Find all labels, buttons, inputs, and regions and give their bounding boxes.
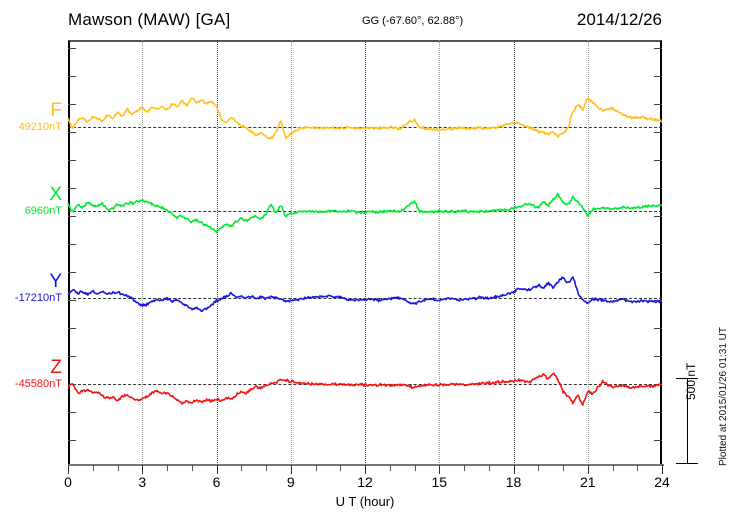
component-name-F: F [50, 100, 62, 121]
x-tick-5 [191, 465, 193, 471]
x-tick-label-15: 15 [431, 474, 448, 490]
y-tick [68, 244, 76, 245]
y-tick [68, 104, 76, 105]
geographic-coordinates: GG (-67.60°, 62.88°) [362, 15, 464, 27]
trace-path-Y [67, 276, 663, 313]
plot-area [67, 40, 663, 465]
component-label-Y: Y -17210nT [15, 272, 62, 305]
y-tick [68, 216, 76, 217]
y-tick [68, 272, 76, 273]
page-title: Mawson (MAW) [GA] [68, 10, 231, 29]
gridline-hour-3 [142, 40, 144, 465]
component-baseline-value-Y: -17210nT [14, 292, 62, 304]
x-tick-1 [92, 465, 94, 471]
x-tick-6 [216, 465, 218, 474]
y-tick [68, 356, 76, 357]
y-tick [68, 412, 76, 413]
x-tick-label-6: 6 [212, 474, 221, 490]
gridline-hour-15 [439, 40, 441, 465]
x-tick-23 [637, 465, 639, 471]
x-tick-2 [117, 465, 119, 471]
trace-Y [67, 276, 663, 313]
x-tick-13 [389, 465, 391, 471]
x-axis-title: U T (hour) [335, 494, 395, 509]
x-tick-label-0: 0 [64, 474, 72, 490]
y-tick [654, 76, 662, 77]
gridline-hour-6 [216, 40, 218, 465]
y-tick [654, 440, 662, 441]
y-tick [68, 188, 76, 189]
x-tick-11 [340, 465, 342, 471]
date-label: 2014/12/26 [576, 10, 662, 29]
y-tick [654, 216, 662, 217]
gridline-hour-21 [587, 40, 589, 465]
x-tick-10 [315, 465, 317, 471]
x-tick-label-18: 18 [505, 474, 522, 490]
x-tick-label-12: 12 [357, 474, 373, 490]
component-baseline-value-Z: -45580nT [14, 378, 62, 390]
baseline-X [68, 211, 662, 212]
y-tick [68, 328, 76, 329]
x-tick-label-3: 3 [138, 474, 147, 490]
plotted-timestamp: Plotted at 2015/01/26 01:31 UT [718, 327, 729, 466]
component-name-X: X [49, 184, 62, 205]
component-baseline-value-F: 49210nT [18, 121, 62, 133]
x-tick-label-24: 24 [654, 474, 670, 490]
y-tick [68, 132, 76, 133]
component-baseline-value-X: 6960nT [24, 205, 62, 217]
y-tick [654, 188, 662, 189]
scale-bar [676, 378, 698, 464]
x-tick-21 [587, 465, 589, 474]
x-tick-label-9: 9 [286, 474, 295, 490]
y-tick [654, 328, 662, 329]
component-label-X: X 6960nT [25, 185, 62, 218]
x-tick-19 [538, 465, 540, 471]
y-tick [654, 104, 662, 105]
x-tick-20 [563, 465, 564, 471]
trace-F [67, 97, 663, 140]
y-tick [654, 356, 662, 357]
y-tick [68, 76, 76, 77]
x-tick-8 [266, 465, 267, 471]
y-tick [654, 48, 662, 49]
component-label-F: F 49210nT [19, 101, 62, 134]
y-tick [68, 300, 76, 301]
y-tick [654, 412, 662, 413]
x-tick-0 [68, 465, 69, 474]
component-name-Y: Y [49, 271, 62, 292]
trace-Z [67, 372, 663, 406]
gridline-hour-9 [290, 40, 292, 465]
x-tick-22 [612, 465, 614, 471]
y-tick [654, 132, 662, 133]
x-tick-17 [488, 465, 490, 471]
gridline-hour-12 [365, 40, 366, 465]
x-axis-line [68, 464, 664, 466]
x-tick-4 [167, 465, 168, 471]
x-tick-18 [513, 465, 515, 474]
y-tick [68, 160, 76, 161]
x-tick-14 [414, 465, 416, 471]
y-tick [654, 272, 662, 273]
trace-path-X [67, 192, 662, 234]
x-tick-15 [439, 465, 441, 474]
x-tick-3 [142, 465, 144, 474]
y-tick [654, 244, 662, 245]
x-tick-7 [241, 465, 243, 471]
gridline-hour-18 [513, 40, 515, 465]
trace-path-Z [67, 372, 663, 406]
y-tick [68, 440, 76, 441]
y-tick [68, 48, 76, 49]
x-tick-24 [662, 465, 663, 474]
y-tick [654, 160, 662, 161]
trace-X [67, 192, 662, 234]
scale-bar-label: 500 nT [684, 362, 698, 400]
component-name-Z: Z [50, 357, 62, 378]
component-label-Z: Z -45580nT [15, 358, 62, 391]
x-tick-label-21: 21 [579, 474, 596, 490]
trace-path-F [67, 97, 663, 140]
x-tick-12 [365, 465, 366, 474]
x-tick-16 [464, 465, 465, 471]
x-tick-9 [290, 465, 292, 474]
